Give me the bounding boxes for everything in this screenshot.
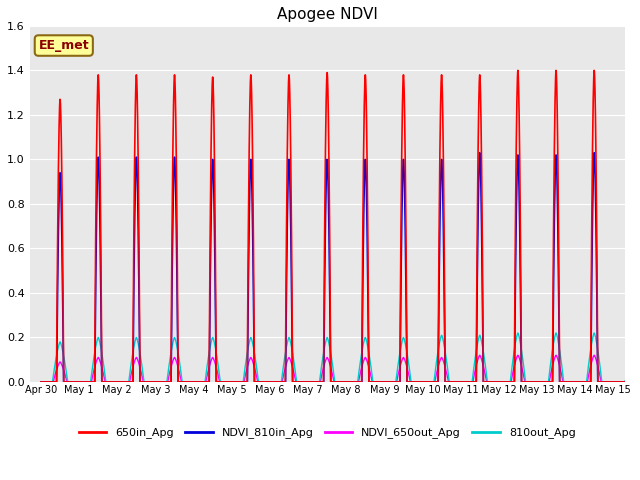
Text: EE_met: EE_met — [38, 39, 89, 52]
Legend: 650in_Apg, NDVI_810in_Apg, NDVI_650out_Apg, 810out_Apg: 650in_Apg, NDVI_810in_Apg, NDVI_650out_A… — [74, 423, 580, 443]
Title: Apogee NDVI: Apogee NDVI — [276, 7, 378, 22]
